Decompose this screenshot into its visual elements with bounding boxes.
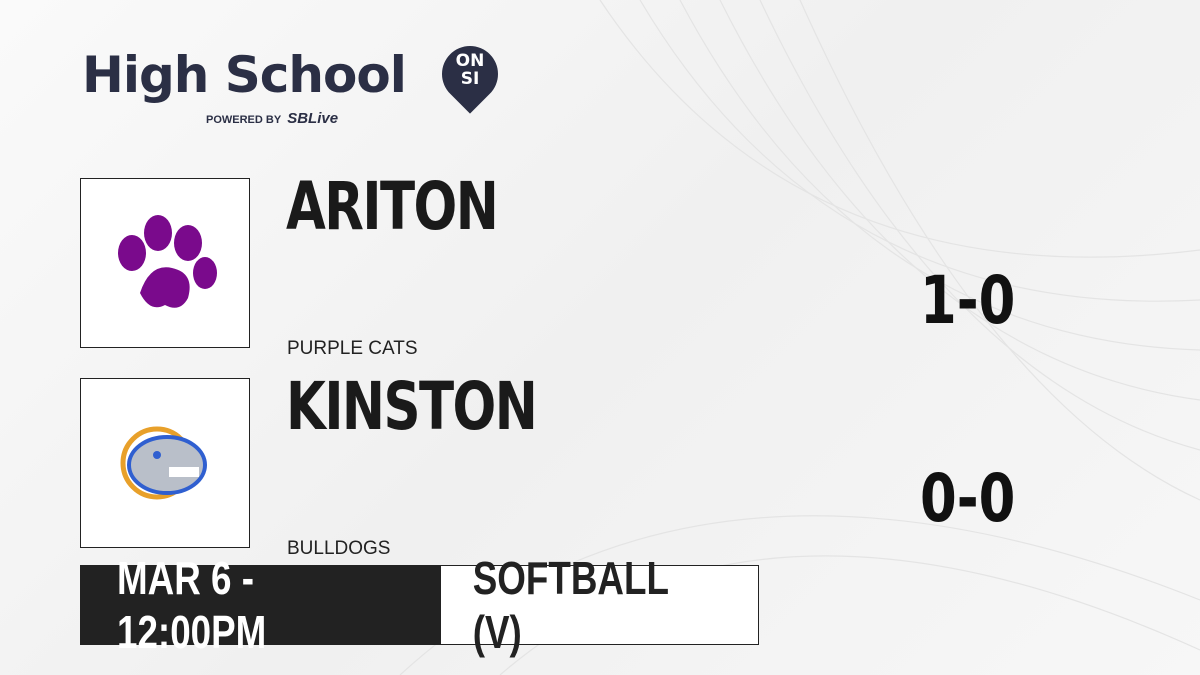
brand-title: High School	[82, 46, 407, 104]
team-mascot: PURPLE CATS	[287, 338, 418, 359]
team-record: 0-0	[920, 460, 1016, 537]
high-school-on-si-logo: High School ON SI POWERED BY SBLive	[82, 34, 510, 127]
team-name: KINSTON	[286, 368, 538, 445]
on-si-badge: ON SI	[455, 51, 485, 89]
team-record: 1-0	[920, 262, 1016, 339]
powered-by: POWERED BY SBLive	[206, 110, 339, 127]
purple-paw-icon	[118, 215, 217, 308]
game-sport: SOFTBALL (V)	[441, 552, 758, 658]
game-info-bar: MAR 6 - 12:00PM SOFTBALL (V)	[80, 552, 759, 658]
game-datetime: MAR 6 - 12:00PM	[81, 552, 441, 658]
team-logo-kinston	[80, 378, 250, 548]
team-mascot: BULLDOGS	[287, 538, 391, 559]
team-name: ARITON	[286, 168, 499, 245]
sblive-logo: SBLive	[287, 110, 339, 127]
team-logo-ariton	[80, 178, 250, 348]
bulldog-icon	[120, 426, 207, 500]
